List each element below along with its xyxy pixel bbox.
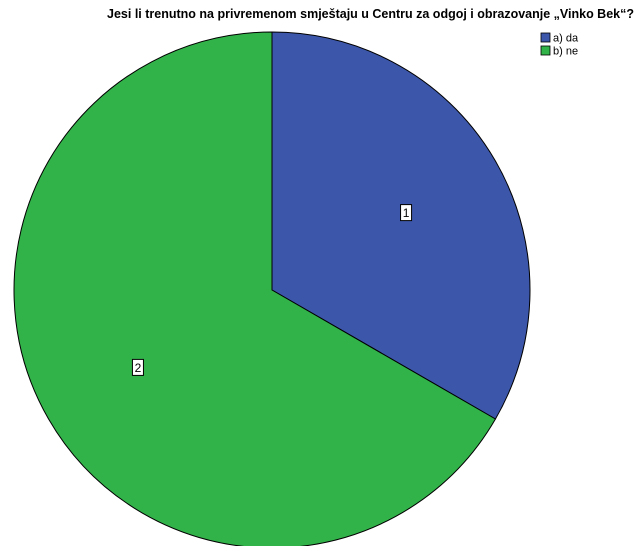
data-label-box (400, 204, 413, 222)
data-label-b-ne: 2 (131, 358, 144, 376)
data-label-a-da: 1 (400, 204, 413, 222)
slice-labels: 12 (131, 204, 413, 376)
legend-item-a-da: a) da (540, 32, 579, 45)
data-label-text: 2 (135, 361, 142, 375)
data-label-text: 1 (403, 206, 410, 220)
pie-slices (13, 31, 531, 546)
pie-slice-b-ne (13, 31, 497, 546)
legend-label: b) ne (553, 46, 578, 58)
legend-swatch (540, 45, 551, 56)
legend-label: a) da (553, 33, 579, 45)
pie-slice-a-da (271, 31, 531, 420)
chart-title: Jesi li trenutno na privremenom smještaj… (107, 7, 634, 21)
legend-item-b-ne: b) ne (540, 45, 578, 58)
data-label-box (131, 358, 144, 376)
legend-swatch (540, 32, 551, 43)
legend: a) dab) ne (540, 32, 579, 58)
